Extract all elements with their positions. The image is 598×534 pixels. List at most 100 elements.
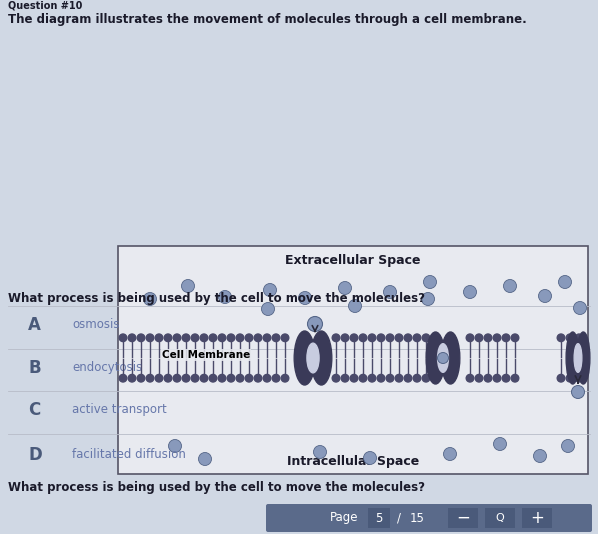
Circle shape xyxy=(423,276,437,288)
Text: Q: Q xyxy=(496,513,504,523)
Circle shape xyxy=(575,334,583,342)
Circle shape xyxy=(466,334,474,342)
Circle shape xyxy=(332,334,340,342)
Circle shape xyxy=(338,281,352,294)
FancyBboxPatch shape xyxy=(266,504,592,532)
Circle shape xyxy=(209,374,217,382)
Circle shape xyxy=(504,279,517,293)
Circle shape xyxy=(475,374,483,382)
Circle shape xyxy=(395,374,403,382)
Circle shape xyxy=(377,374,385,382)
Circle shape xyxy=(559,276,572,288)
Circle shape xyxy=(493,374,501,382)
Ellipse shape xyxy=(426,332,445,384)
Circle shape xyxy=(511,334,519,342)
Circle shape xyxy=(557,334,565,342)
Bar xyxy=(448,508,478,528)
Circle shape xyxy=(200,334,208,342)
Circle shape xyxy=(368,334,376,342)
Text: Extracellular Space: Extracellular Space xyxy=(285,254,421,267)
Circle shape xyxy=(200,374,208,382)
Circle shape xyxy=(236,374,244,382)
Circle shape xyxy=(572,386,584,398)
Text: What process is being used by the cell to move the molecules?: What process is being used by the cell t… xyxy=(8,481,425,494)
Text: −: − xyxy=(456,509,470,527)
Circle shape xyxy=(539,289,551,302)
Text: B: B xyxy=(28,359,41,377)
Circle shape xyxy=(566,334,574,342)
Ellipse shape xyxy=(311,331,332,385)
Circle shape xyxy=(245,334,253,342)
Circle shape xyxy=(404,334,412,342)
Ellipse shape xyxy=(441,332,460,384)
Circle shape xyxy=(502,374,510,382)
Circle shape xyxy=(350,374,358,382)
Circle shape xyxy=(298,292,312,304)
Circle shape xyxy=(272,334,280,342)
Circle shape xyxy=(386,334,394,342)
Circle shape xyxy=(199,452,212,466)
Circle shape xyxy=(263,334,271,342)
Circle shape xyxy=(463,286,477,299)
Circle shape xyxy=(438,352,448,364)
Circle shape xyxy=(155,334,163,342)
Circle shape xyxy=(386,374,394,382)
Circle shape xyxy=(422,374,430,382)
Circle shape xyxy=(281,334,289,342)
Circle shape xyxy=(119,374,127,382)
Circle shape xyxy=(264,284,276,296)
Circle shape xyxy=(209,334,217,342)
Circle shape xyxy=(413,374,421,382)
Circle shape xyxy=(404,374,412,382)
Circle shape xyxy=(236,334,244,342)
Circle shape xyxy=(155,374,163,382)
Circle shape xyxy=(144,293,157,305)
Circle shape xyxy=(173,334,181,342)
Circle shape xyxy=(137,374,145,382)
Circle shape xyxy=(182,334,190,342)
Text: Question #10: Question #10 xyxy=(8,1,83,11)
Circle shape xyxy=(254,374,262,382)
Circle shape xyxy=(191,334,199,342)
Circle shape xyxy=(261,302,274,316)
Text: What process is being used by the cell to move the molecules?: What process is being used by the cell t… xyxy=(8,292,425,305)
Circle shape xyxy=(511,374,519,382)
Ellipse shape xyxy=(438,344,448,372)
Bar xyxy=(485,508,515,528)
Circle shape xyxy=(128,334,136,342)
Circle shape xyxy=(169,439,182,452)
Circle shape xyxy=(119,334,127,342)
Circle shape xyxy=(332,374,340,382)
Text: 15: 15 xyxy=(410,512,425,524)
Circle shape xyxy=(349,300,362,312)
Circle shape xyxy=(566,374,574,382)
Circle shape xyxy=(475,334,483,342)
Circle shape xyxy=(272,374,280,382)
Text: osmosis: osmosis xyxy=(72,318,120,332)
Circle shape xyxy=(533,450,547,462)
Circle shape xyxy=(218,334,226,342)
Circle shape xyxy=(422,293,435,305)
Circle shape xyxy=(364,452,377,465)
Circle shape xyxy=(493,334,501,342)
Circle shape xyxy=(263,374,271,382)
Circle shape xyxy=(164,334,172,342)
Bar xyxy=(522,508,552,528)
Circle shape xyxy=(182,279,194,293)
Circle shape xyxy=(444,447,456,460)
Text: The diagram illustrates the movement of molecules through a cell membrane.: The diagram illustrates the movement of … xyxy=(8,13,527,26)
Circle shape xyxy=(377,334,385,342)
Circle shape xyxy=(313,445,327,459)
Circle shape xyxy=(281,374,289,382)
Bar xyxy=(118,246,588,474)
Circle shape xyxy=(359,374,367,382)
Circle shape xyxy=(254,334,262,342)
Circle shape xyxy=(557,374,565,382)
Circle shape xyxy=(350,334,358,342)
Text: C: C xyxy=(28,401,40,419)
Text: D: D xyxy=(28,446,42,464)
Circle shape xyxy=(128,374,136,382)
Text: endocytosis: endocytosis xyxy=(72,362,142,374)
Circle shape xyxy=(573,302,587,315)
Text: 5: 5 xyxy=(376,512,383,524)
